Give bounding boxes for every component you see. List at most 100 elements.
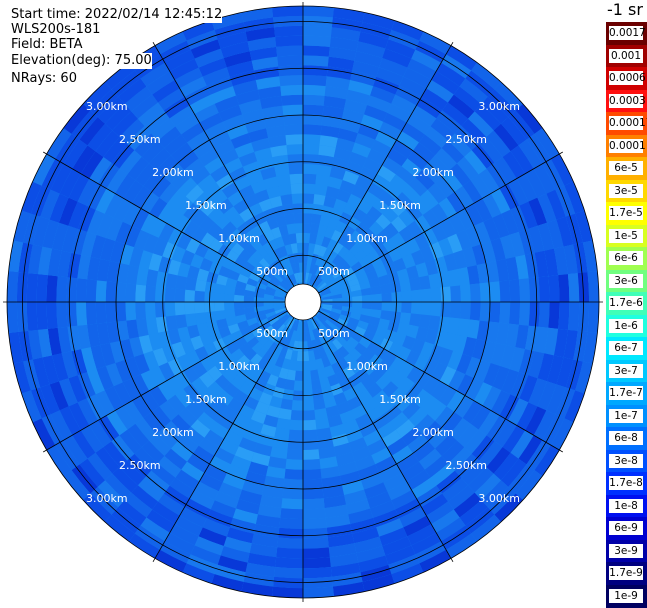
beta-cell [303,183,316,195]
beta-cell [235,314,247,324]
beta-cell [141,140,165,164]
beta-cell [290,273,297,284]
beta-cell [250,353,263,366]
beta-cell [509,279,521,302]
beta-cell [187,131,210,151]
beta-cell [13,210,31,243]
beta-cell [487,486,516,515]
beta-cell [76,278,88,302]
beta-cell [281,94,303,106]
beta-cell [318,347,328,359]
beta-cell [196,322,210,336]
beta-cell [363,104,388,122]
beta-cell [391,445,414,465]
beta-cell [109,241,125,264]
beta-cell [278,184,292,196]
beta-cell [388,342,403,357]
beta-cell [191,361,208,378]
beta-cell [303,223,312,234]
beta-cell [490,188,511,214]
beta-cell [436,110,462,134]
beta-cell [575,361,593,394]
beta-cell [283,327,291,339]
beta-cell [303,25,332,38]
beta-cell [140,191,160,214]
beta-cell [159,40,191,63]
beta-cell [268,316,280,326]
beta-cell [68,402,90,431]
beta-cell [155,271,168,288]
beta-cell [280,194,293,206]
beta-cell [237,273,249,284]
beta-cell [124,225,141,248]
beta-cell [360,564,392,582]
beta-cell [303,65,328,77]
beta-cell [281,280,290,289]
beta-cell [256,281,267,290]
beta-cell [288,274,295,285]
beta-cell [328,543,357,558]
beta-cell [290,263,297,274]
beta-cell [381,302,392,312]
beta-cell [165,315,178,331]
beta-cell [224,430,243,447]
beta-cell [198,58,227,77]
beta-cell [285,459,303,470]
beta-cell [268,278,280,288]
beta-cell [239,381,254,396]
beta-cell [321,306,332,312]
beta-cell [214,292,225,302]
beta-cell [470,174,491,199]
beta-cell [127,156,150,181]
beta-cell [263,297,274,302]
beta-cell [247,255,260,268]
beta-cell [242,108,265,124]
beta-cell [386,437,408,456]
beta-cell [339,262,351,274]
beta-cell [354,133,376,149]
beta-cell [359,421,377,438]
beta-cell [354,455,376,471]
beta-cell [446,390,466,413]
beta-cell [209,351,224,366]
beta-cell [448,370,466,391]
beta-cell [500,234,516,259]
beta-cell [361,302,373,310]
beta-cell [190,335,204,351]
beta-cell [471,62,502,90]
beta-cell [254,147,273,162]
beta-cell [456,156,479,181]
beta-cell [214,302,225,312]
beta-cell [345,322,358,332]
beta-cell [115,302,127,322]
beta-cell [401,426,422,446]
beta-cell [41,158,64,190]
beta-cell [175,388,194,408]
beta-cell [244,243,257,256]
beta-cell [328,46,357,61]
beta-cell [239,249,252,262]
beta-cell [391,139,414,159]
range-label: 3.00km [478,100,520,113]
beta-cell [336,335,347,346]
beta-cell [233,199,249,215]
beta-cell [378,397,396,414]
beta-cell [309,320,316,331]
beta-cell [313,348,322,360]
beta-cell [263,176,279,190]
beta-cell [279,313,289,322]
beta-cell [289,419,303,431]
beta-cell [175,275,188,290]
azimuth-spoke [318,151,564,294]
beta-cell [158,256,172,274]
beta-cell [268,250,279,263]
beta-cell [356,545,386,563]
beta-cell [388,29,420,50]
beta-cell [347,193,363,209]
beta-cell [214,22,246,40]
beta-cell [379,58,408,77]
beta-cell [427,183,447,204]
beta-cell [342,250,355,263]
beta-cell [382,536,412,556]
beta-cell [366,382,383,398]
